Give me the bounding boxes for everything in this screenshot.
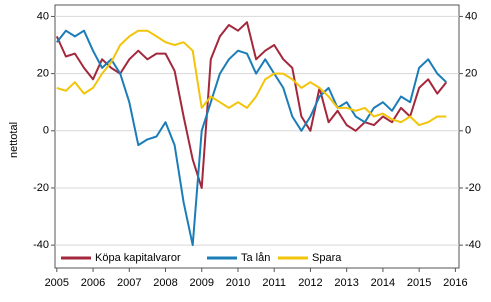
x-tick-label: 2010	[226, 277, 250, 289]
y-tick-label: 20	[37, 68, 49, 80]
x-tick-label: 2011	[262, 277, 286, 289]
y2-tick-label: -40	[465, 239, 481, 251]
plot-area	[54, 4, 460, 269]
y-tick-label: -40	[33, 239, 49, 251]
y2-tick-label: -20	[465, 182, 481, 194]
y2-tick-label: 40	[465, 10, 477, 22]
legend-label: Spara	[312, 252, 342, 264]
y-tick-label: 40	[37, 10, 49, 22]
x-tick-label: 2007	[117, 277, 141, 289]
y2-tick-label: 20	[465, 68, 477, 80]
y-axis-label: nettotal	[8, 122, 20, 158]
x-tick-label: 2009	[190, 277, 214, 289]
x-tick-label: 2006	[81, 277, 105, 289]
series-line	[56, 29, 447, 247]
x-tick-label: 2013	[334, 277, 358, 289]
x-tick-label: 2012	[298, 277, 322, 289]
legend-label: Ta lån	[241, 252, 270, 264]
legend-label: Köpa kapitalvaror	[95, 252, 181, 264]
x-tick-label: 2008	[153, 277, 177, 289]
x-tick-label: 2014	[371, 277, 395, 289]
series-line	[56, 29, 447, 127]
x-tick-label: 2005	[45, 277, 69, 289]
y-tick-label: 0	[43, 125, 49, 137]
x-tick-label: 2015	[407, 277, 431, 289]
y-tick-label: -20	[33, 182, 49, 194]
series-line	[55, 21, 448, 189]
x-tick-label: 2016	[443, 277, 467, 289]
y2-tick-label: 0	[465, 125, 471, 137]
